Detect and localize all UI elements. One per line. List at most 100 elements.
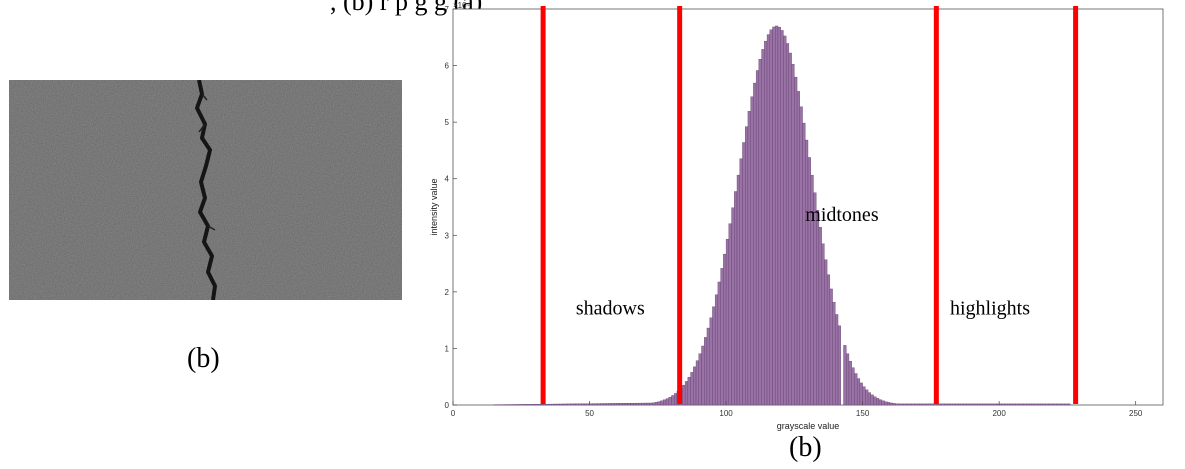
histogram-bar bbox=[734, 191, 738, 406]
histogram-bar bbox=[846, 353, 850, 406]
histogram-bar bbox=[769, 29, 773, 406]
histogram-bar bbox=[704, 337, 708, 406]
histogram-bar bbox=[635, 402, 639, 406]
histogram-bar bbox=[564, 403, 568, 406]
histogram-bar bbox=[578, 403, 582, 406]
histogram-bar bbox=[990, 403, 994, 406]
histogram-bar bbox=[589, 403, 593, 406]
histogram-bar bbox=[717, 281, 721, 406]
histogram-bar bbox=[523, 404, 527, 406]
histogram-bar bbox=[575, 403, 579, 406]
histogram-bar bbox=[835, 314, 839, 406]
histogram-bar bbox=[917, 403, 921, 406]
histogram-bar bbox=[559, 403, 563, 406]
histogram-bar bbox=[586, 403, 590, 406]
histogram-bar bbox=[897, 403, 902, 406]
histogram-bar bbox=[788, 52, 792, 406]
header-text-fragment: , (b) r p g g (a) bbox=[330, 0, 483, 16]
right-panel-caption: (b) bbox=[789, 432, 822, 463]
histogram-bar bbox=[1059, 403, 1063, 406]
histogram-bar bbox=[728, 223, 732, 406]
histogram-bar bbox=[900, 403, 904, 406]
histogram-bar bbox=[592, 403, 596, 406]
histogram-bar bbox=[766, 34, 770, 406]
histogram-bar bbox=[826, 274, 831, 406]
y-tick-label: 7 bbox=[445, 5, 450, 14]
histogram-bar bbox=[755, 70, 760, 406]
histogram-bar bbox=[646, 402, 650, 406]
y-tick-label: 4 bbox=[445, 175, 450, 184]
histogram-bar bbox=[865, 389, 869, 406]
histogram-bar bbox=[1042, 403, 1046, 406]
histogram-bar bbox=[572, 403, 577, 406]
histogram-bar bbox=[862, 386, 866, 406]
histogram-bar bbox=[641, 402, 645, 406]
histogram-bar bbox=[881, 400, 885, 406]
histogram-bar bbox=[1050, 403, 1054, 406]
histogram-bar bbox=[938, 403, 942, 406]
histogram-bar bbox=[802, 122, 806, 406]
histogram-bar bbox=[542, 403, 547, 406]
histogram-bar bbox=[731, 207, 735, 406]
histogram-bar bbox=[775, 25, 779, 406]
histogram-bar bbox=[643, 402, 648, 406]
histogram-bar bbox=[556, 403, 560, 406]
histogram-bar bbox=[816, 210, 820, 406]
histogram-bar bbox=[521, 404, 525, 406]
histogram-bar bbox=[906, 403, 910, 406]
x-tick-label: 0 bbox=[451, 409, 456, 418]
region-label: shadows bbox=[576, 297, 645, 319]
histogram-bar bbox=[660, 400, 664, 406]
histogram-bar bbox=[968, 403, 973, 406]
crack-line bbox=[195, 80, 217, 300]
histogram-bar bbox=[895, 403, 899, 406]
histogram-bar bbox=[941, 403, 945, 406]
histogram-bar bbox=[649, 402, 653, 406]
histogram-bar bbox=[747, 111, 751, 406]
histogram-bar bbox=[1018, 403, 1022, 406]
histogram-bar bbox=[553, 403, 557, 406]
histogram-bar bbox=[701, 345, 705, 406]
histogram-bar bbox=[720, 268, 724, 406]
histogram-bar bbox=[791, 64, 795, 406]
histogram-bar bbox=[613, 403, 618, 406]
histogram-bar bbox=[966, 403, 970, 406]
histogram-bar bbox=[829, 288, 833, 406]
histogram-bar bbox=[859, 382, 863, 406]
histogram-bar bbox=[927, 403, 932, 406]
histogram-bar bbox=[799, 106, 803, 406]
histogram-bar bbox=[570, 403, 574, 406]
histogram-bar bbox=[958, 403, 962, 406]
histogram-bar bbox=[745, 126, 749, 406]
histogram-bar bbox=[674, 393, 678, 406]
histogram-bar bbox=[709, 317, 713, 406]
histogram-bar bbox=[818, 227, 822, 406]
histogram-bar bbox=[1031, 403, 1035, 406]
histogram-bar bbox=[532, 404, 536, 406]
histogram-bar bbox=[758, 59, 762, 406]
histogram-bar bbox=[1012, 403, 1016, 406]
histogram-bar bbox=[682, 384, 686, 406]
histogram-bar bbox=[949, 403, 953, 406]
histogram-bar bbox=[695, 360, 699, 406]
x-tick-label: 50 bbox=[585, 409, 594, 418]
histogram-bar bbox=[605, 403, 609, 406]
histogram-bar bbox=[638, 402, 642, 406]
histogram-bar bbox=[805, 139, 809, 406]
histogram-bar bbox=[977, 403, 981, 406]
histogram-bar bbox=[1034, 403, 1038, 406]
y-tick-label: 2 bbox=[445, 288, 450, 297]
x-tick-label: 100 bbox=[719, 409, 733, 418]
histogram-bar bbox=[911, 403, 915, 406]
histogram-bar bbox=[908, 403, 912, 406]
histogram-bar bbox=[979, 403, 983, 406]
histogram-bar bbox=[993, 403, 997, 406]
histogram-bar bbox=[824, 259, 828, 406]
histogram-bar bbox=[540, 404, 544, 406]
histogram-bar bbox=[854, 373, 858, 406]
histogram-bar bbox=[668, 396, 672, 406]
histogram-bar bbox=[1026, 403, 1030, 406]
histogram-bar bbox=[562, 403, 566, 406]
y-axis-label: intensity value bbox=[429, 178, 439, 235]
y-tick-label: 3 bbox=[445, 231, 450, 240]
